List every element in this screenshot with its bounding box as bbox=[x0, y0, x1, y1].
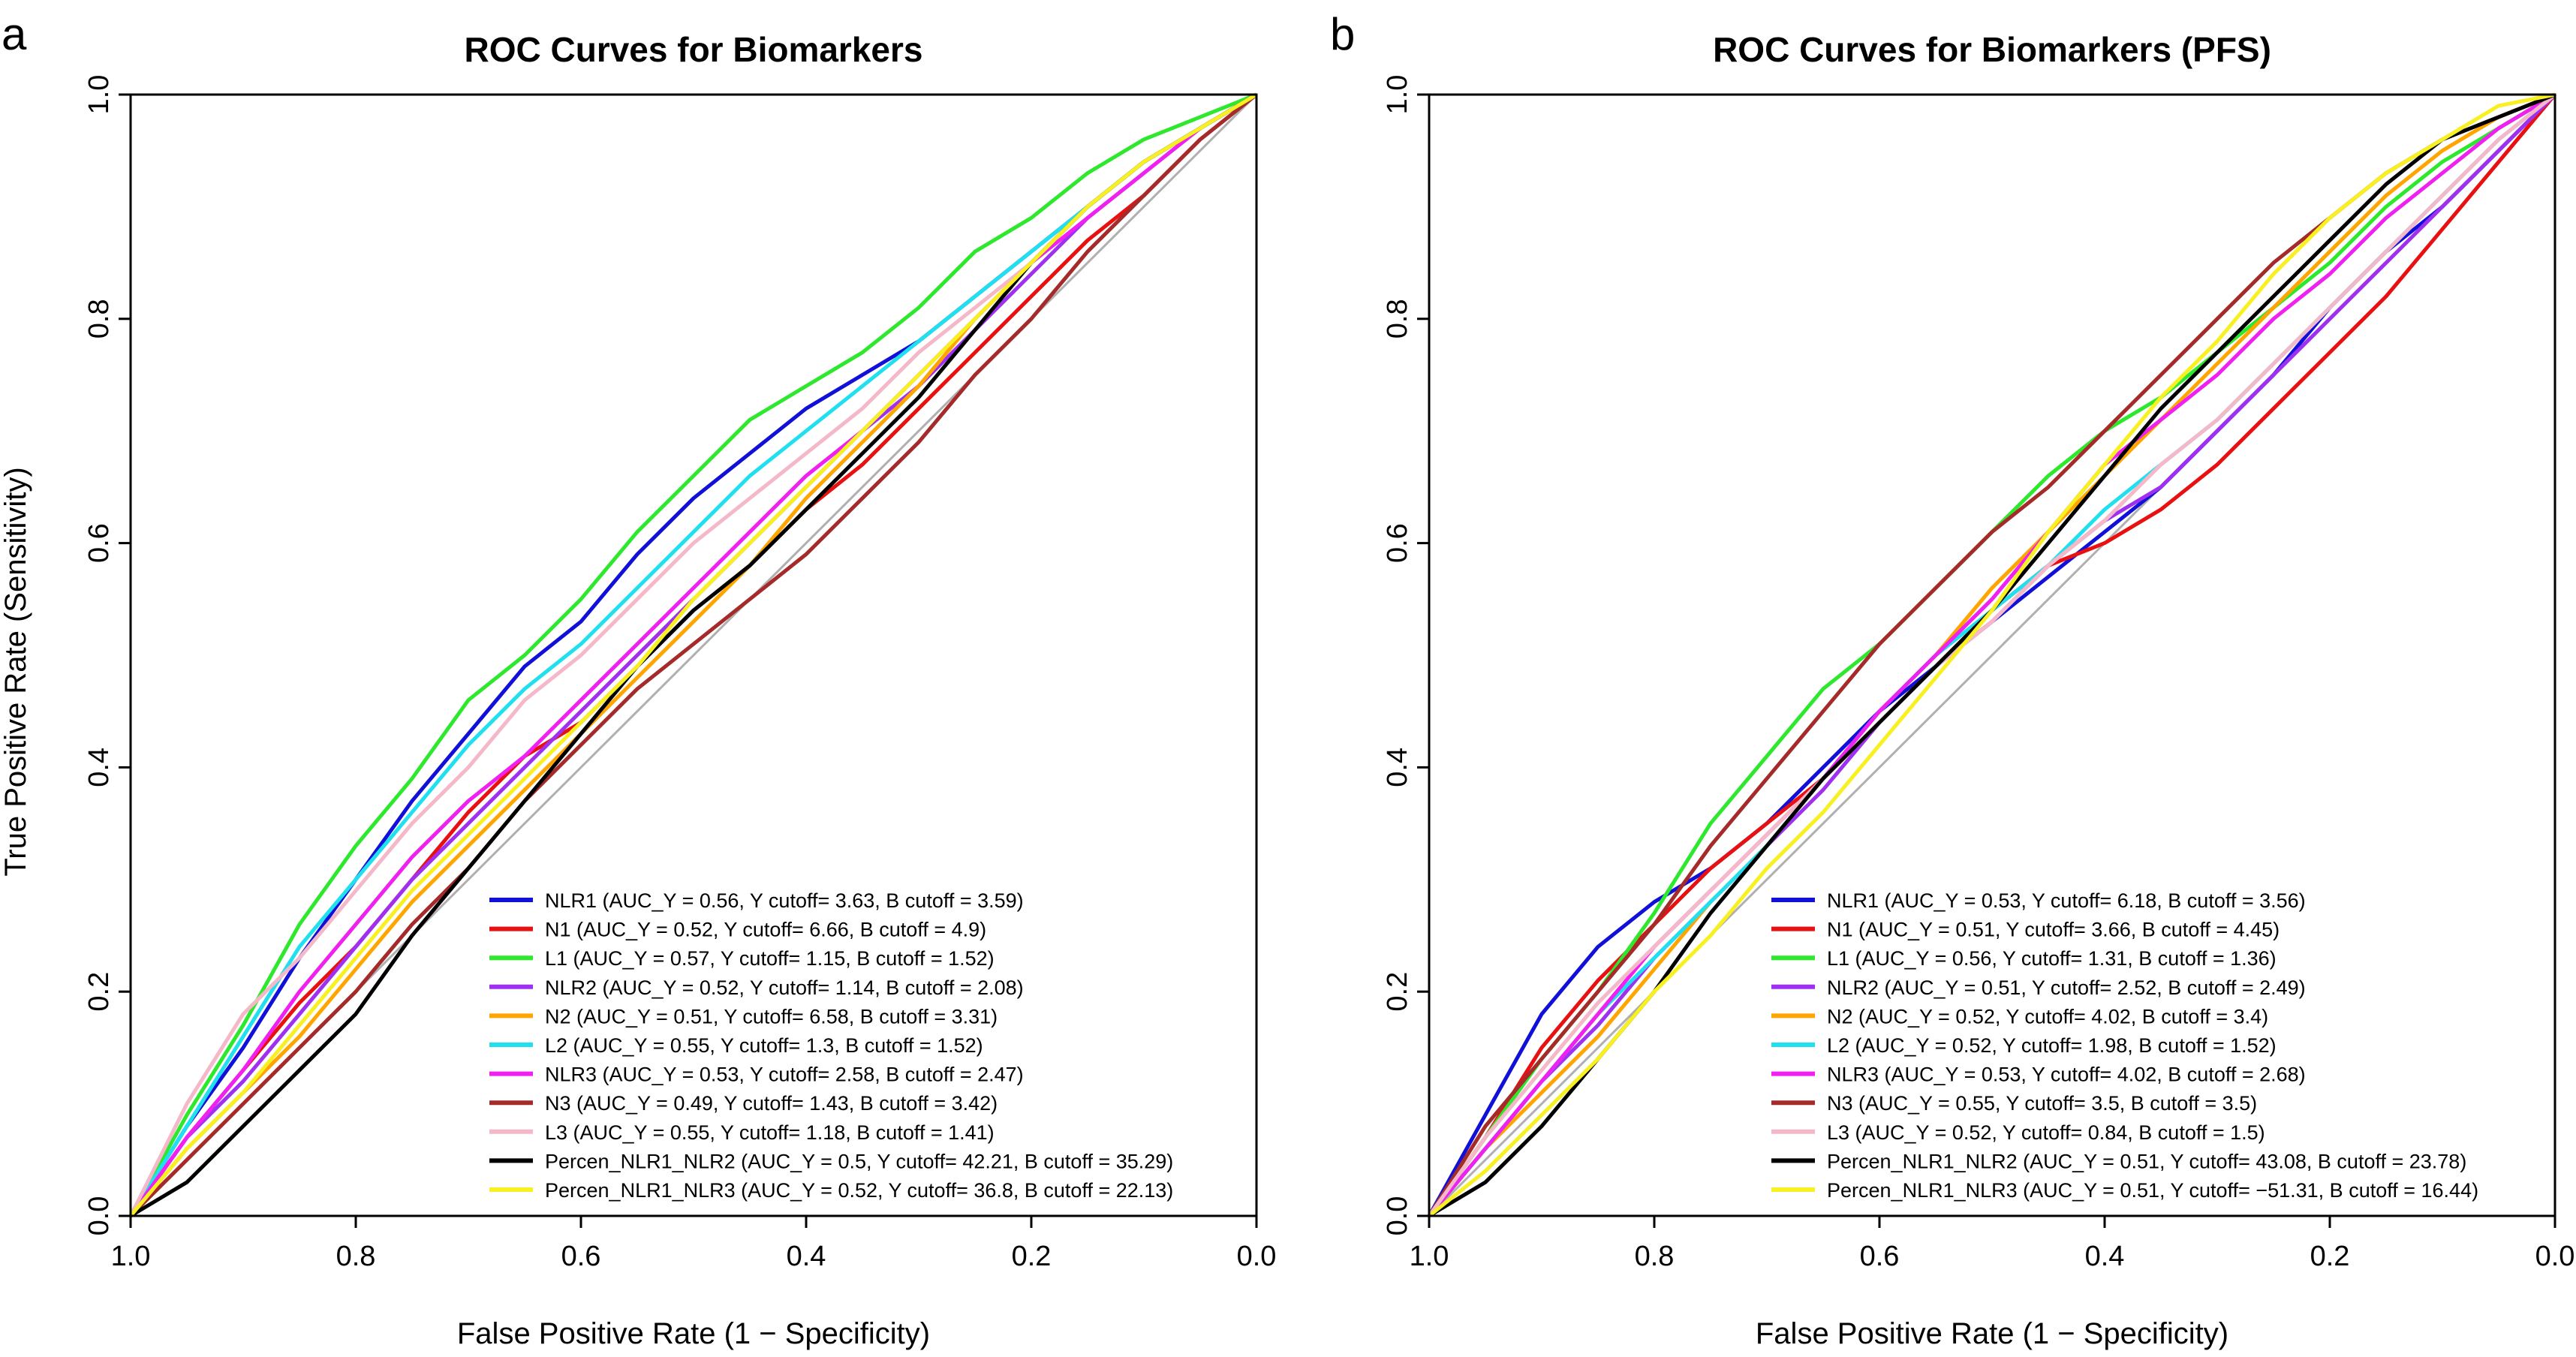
x-axis-label: False Positive Rate (1 − Specificity) bbox=[457, 1317, 930, 1350]
y-tick-label: 0.0 bbox=[83, 1196, 115, 1236]
y-tick-label: 0.6 bbox=[1382, 523, 1413, 563]
legend-entry: NLR3 (AUC_Y = 0.53, Y cutoff= 2.58, B cu… bbox=[545, 1064, 1024, 1086]
x-tick-label: 0.8 bbox=[1635, 1241, 1675, 1272]
x-tick-label: 0.4 bbox=[787, 1241, 826, 1272]
legend-entry: Percen_NLR1_NLR2 (AUC_Y = 0.51, Y cutoff… bbox=[1827, 1150, 2466, 1172]
legend-entry: N2 (AUC_Y = 0.51, Y cutoff= 6.58, B cuto… bbox=[545, 1005, 998, 1028]
legend-entry: N1 (AUC_Y = 0.51, Y cutoff= 3.66, B cuto… bbox=[1827, 919, 2280, 941]
legend-entry: L3 (AUC_Y = 0.55, Y cutoff= 1.18, B cuto… bbox=[545, 1121, 995, 1144]
x-tick-label: 0.2 bbox=[2310, 1241, 2350, 1272]
legend: NLR1 (AUC_Y = 0.56, Y cutoff= 3.63, B cu… bbox=[489, 889, 1173, 1202]
legend-entry: Percen_NLR1_NLR3 (AUC_Y = 0.51, Y cutoff… bbox=[1827, 1179, 2478, 1202]
legend-entry: Percen_NLR1_NLR3 (AUC_Y = 0.52, Y cutoff… bbox=[545, 1179, 1173, 1202]
plot-frame bbox=[1428, 93, 2556, 1217]
legend-entry: N1 (AUC_Y = 0.52, Y cutoff= 6.66, B cuto… bbox=[545, 919, 986, 941]
x-axis-label: False Positive Rate (1 − Specificity) bbox=[1756, 1317, 2228, 1350]
chart-title: ROC Curves for Biomarkers (PFS) bbox=[1713, 30, 2271, 69]
x-tick-label: 0.6 bbox=[1860, 1241, 1900, 1272]
legend-entry: L2 (AUC_Y = 0.52, Y cutoff= 1.98, B cuto… bbox=[1827, 1034, 2277, 1057]
y-tick-label: 0.4 bbox=[1382, 748, 1413, 787]
legend-entry: N2 (AUC_Y = 0.52, Y cutoff= 4.02, B cuto… bbox=[1827, 1005, 2268, 1028]
panel-letter-b: b bbox=[1330, 9, 1355, 59]
legend-entry: N3 (AUC_Y = 0.55, Y cutoff= 3.5, B cutof… bbox=[1827, 1092, 2257, 1115]
roc-line-l3 bbox=[1427, 93, 2556, 1217]
y-ticks: 0.0 0.2 0.4 0.6 0.8 1.0 bbox=[83, 75, 131, 1236]
roc-line-n2 bbox=[1428, 92, 2556, 1217]
x-tick-label: 0.8 bbox=[336, 1241, 376, 1272]
plot-frame bbox=[129, 93, 1258, 1217]
legend-entry: NLR2 (AUC_Y = 0.52, Y cutoff= 1.14, B cu… bbox=[545, 976, 1024, 999]
legend-entry: NLR1 (AUC_Y = 0.56, Y cutoff= 3.63, B cu… bbox=[545, 889, 1024, 912]
y-tick-label: 0.2 bbox=[1382, 972, 1413, 1012]
legend-entry: L3 (AUC_Y = 0.52, Y cutoff= 0.84, B cuto… bbox=[1827, 1121, 2265, 1144]
y-tick-label: 0.8 bbox=[1382, 299, 1413, 338]
panel-a: a ROC Curves for Biomarkers False Positi… bbox=[0, 9, 1276, 1350]
legend-entry: L1 (AUC_Y = 0.57, Y cutoff= 1.15, B cuto… bbox=[545, 947, 995, 970]
x-ticks: 1.0 0.8 0.6 0.4 0.2 0.0 bbox=[111, 1216, 1277, 1272]
x-ticks: 1.0 0.8 0.6 0.4 0.2 0.0 bbox=[1410, 1216, 2575, 1272]
legend-entry: L2 (AUC_Y = 0.55, Y cutoff= 1.3, B cutof… bbox=[545, 1034, 983, 1057]
legend-entry: NLR3 (AUC_Y = 0.53, Y cutoff= 4.02, B cu… bbox=[1827, 1064, 2306, 1086]
y-tick-label: 0.4 bbox=[83, 748, 115, 787]
series-lines bbox=[128, 92, 1258, 1218]
roc-line-percen-nlr1-nlr3 bbox=[1428, 92, 2556, 1217]
chart-title: ROC Curves for Biomarkers bbox=[465, 30, 923, 69]
x-tick-label: 0.4 bbox=[2085, 1241, 2125, 1272]
y-axis-label: True Positive Rate (Sensitivity) bbox=[0, 467, 32, 876]
roc-line-nlr3 bbox=[1428, 92, 2556, 1217]
y-ticks: 0.0 0.2 0.4 0.6 0.8 1.0 bbox=[1382, 75, 1429, 1236]
x-tick-label: 0.6 bbox=[561, 1241, 601, 1272]
y-tick-label: 0.8 bbox=[83, 299, 115, 338]
roc-line-nlr3 bbox=[128, 92, 1258, 1217]
legend-entry: Percen_NLR1_NLR2 (AUC_Y = 0.5, Y cutoff=… bbox=[545, 1150, 1173, 1172]
series-lines bbox=[1427, 92, 2556, 1218]
roc-line-n3 bbox=[129, 93, 1258, 1217]
roc-line-l2 bbox=[128, 92, 1258, 1217]
legend-entry: N3 (AUC_Y = 0.49, Y cutoff= 1.43, B cuto… bbox=[545, 1092, 998, 1115]
x-tick-label: 0.2 bbox=[1012, 1241, 1052, 1272]
y-tick-label: 1.0 bbox=[83, 75, 115, 115]
x-tick-label: 0.0 bbox=[2535, 1241, 2575, 1272]
y-tick-label: 0.0 bbox=[1382, 1196, 1413, 1236]
x-tick-label: 1.0 bbox=[111, 1241, 151, 1272]
x-tick-label: 0.0 bbox=[1237, 1241, 1277, 1272]
legend-entry: NLR1 (AUC_Y = 0.53, Y cutoff= 6.18, B cu… bbox=[1827, 889, 2306, 912]
panel-b: b ROC Curves for Biomarkers (PFS) False … bbox=[1330, 9, 2574, 1350]
y-tick-label: 0.2 bbox=[83, 972, 115, 1012]
x-tick-label: 1.0 bbox=[1410, 1241, 1449, 1272]
panel-letter-a: a bbox=[2, 9, 27, 59]
legend-entry: L1 (AUC_Y = 0.56, Y cutoff= 1.31, B cuto… bbox=[1827, 947, 2277, 970]
legend-entry: NLR2 (AUC_Y = 0.51, Y cutoff= 2.52, B cu… bbox=[1827, 976, 2306, 999]
roc-line-percen-nlr1-nlr3 bbox=[129, 92, 1258, 1217]
legend: NLR1 (AUC_Y = 0.53, Y cutoff= 6.18, B cu… bbox=[1771, 889, 2478, 1202]
roc-line-l1 bbox=[128, 92, 1257, 1217]
y-tick-label: 0.6 bbox=[83, 523, 115, 563]
y-tick-label: 1.0 bbox=[1382, 75, 1413, 115]
